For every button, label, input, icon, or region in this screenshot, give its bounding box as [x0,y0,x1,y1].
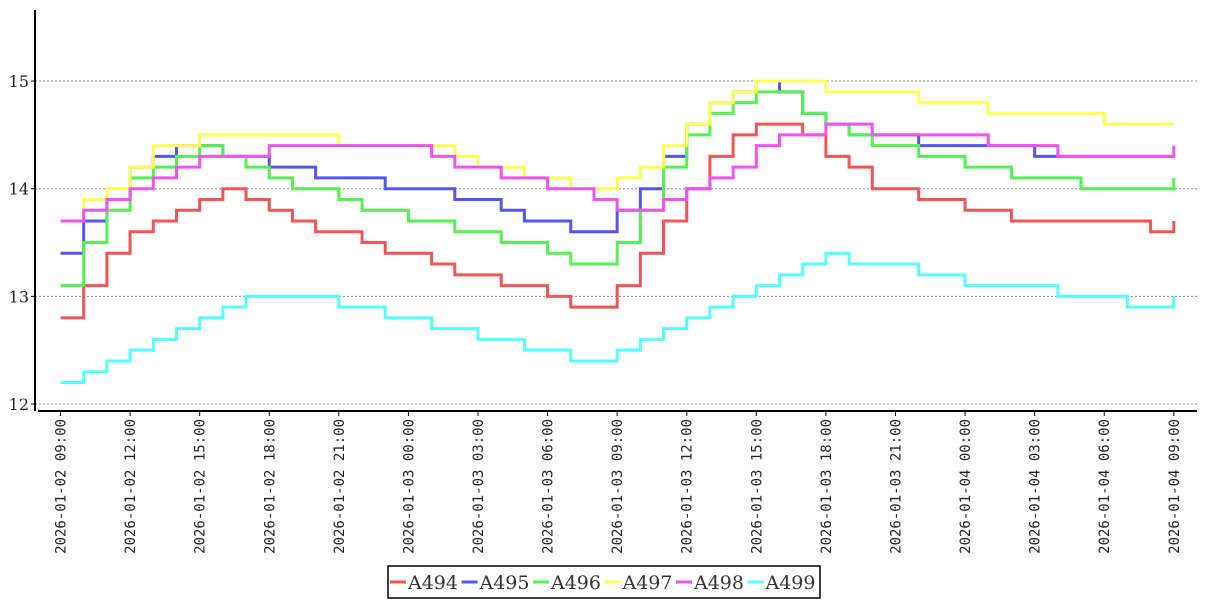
x-tick-label: 2026-01-02 18:00 [262,419,278,554]
x-tick-label: 2026-01-03 00:00 [401,419,417,554]
series-line-A494 [60,122,1176,320]
legend-label: A497 [622,572,673,594]
x-tick-label: 2026-01-03 15:00 [749,419,765,554]
x-tick-label: 2026-01-04 06:00 [1097,419,1113,554]
series-line-A497 [60,79,1174,223]
x-tick-label: 2026-01-04 03:00 [1028,419,1044,554]
x-tick-label: 2026-01-03 21:00 [888,419,904,554]
legend-label: A494 [407,572,458,594]
y-tick-label: 12 [9,395,29,414]
series-line-A499 [60,251,1176,384]
legend-label: A496 [550,572,601,594]
legend-label: A499 [765,572,816,594]
series-lines [60,79,1176,384]
x-tick-label: 2026-01-03 12:00 [680,419,696,554]
x-tick-label: 2026-01-02 15:00 [193,419,209,554]
legend: A494 A495 A496 A497 A498 A499 [387,565,821,599]
y-tick-label: 15 [9,72,29,91]
x-tick-label: 2026-01-03 09:00 [610,419,626,554]
x-tick-label: 2026-01-04 09:00 [1167,419,1183,554]
legend-label: A498 [693,572,744,594]
x-tick-label: 2026-01-03 06:00 [541,419,557,554]
x-tick-label: 2026-01-03 03:00 [471,419,487,554]
x-tick-label: 2026-01-04 00:00 [958,419,974,554]
x-tick-label: 2026-01-02 21:00 [332,419,348,554]
x-tick-labels: 2026-01-02 09:00 2026-01-02 12:00 2026-01-… [54,411,1183,554]
series-line-A498 [60,122,1176,223]
x-tick-label: 2026-01-02 12:00 [123,419,139,554]
x-tick-label: 2026-01-03 18:00 [819,419,835,554]
legend-label: A495 [479,572,530,594]
series-line-A496 [60,90,1176,288]
x-tick-label: 2026-01-02 09:00 [54,419,70,554]
y-tick-label: 14 [9,180,29,199]
y-tick-label: 13 [9,287,29,306]
y-tick-labels: 12 13 14 15 [9,72,35,414]
